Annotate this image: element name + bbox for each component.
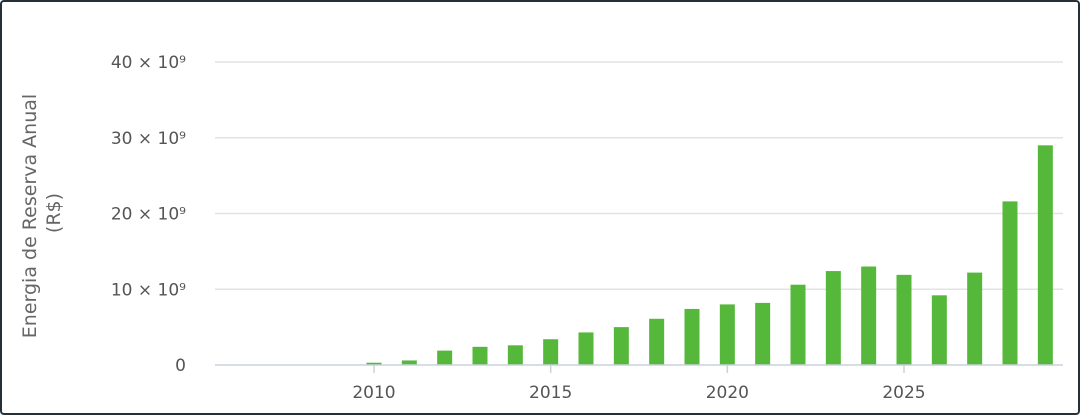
bar-2016 [578,332,594,365]
bar-2011 [401,360,417,365]
y-axis-label: Energia de Reserva Anual (R$) [19,88,65,338]
bar-2027 [967,272,983,365]
x-tick-label: 2020 [706,383,749,403]
gridlines [215,61,1063,290]
bar-2021 [755,302,771,365]
x-tick-label: 2025 [882,383,925,403]
x-tick-label: 2010 [352,383,395,403]
y-axis-tick-labels: 0 10 × 10⁹ 20 × 10⁹ 30 × 10⁹ 40 × 10⁹ [111,53,186,376]
bar-2013 [472,346,488,365]
bar-2020 [719,304,735,365]
bar-2022 [790,284,806,365]
bar-2017 [613,327,629,365]
bar-2018 [649,318,665,365]
bar-2015 [543,339,559,365]
y-tick-label: 10 × 10⁹ [111,280,186,300]
bar-2026 [931,295,947,365]
bar-2029 [1037,145,1053,365]
y-tick-label: 0 [175,356,186,376]
y-tick-label: 40 × 10⁹ [111,53,186,73]
y-axis-label-line-2: (R$) [43,193,65,233]
y-tick-label: 20 × 10⁹ [111,205,186,225]
y-axis-label-line-1: Energia de Reserva Anual [19,94,41,338]
bar-2012 [437,350,453,365]
bar-2028 [1002,201,1018,365]
bar-2019 [684,308,700,365]
bars [366,145,1053,365]
bar-2023 [825,271,841,365]
bar-2025 [896,274,912,365]
bar-2010 [366,362,382,365]
y-tick-label: 30 × 10⁹ [111,129,186,149]
bar-2014 [507,345,523,365]
x-tick-label: 2015 [529,383,572,403]
bar-2024 [861,266,877,365]
x-axis-tick-labels: 2010 2015 2020 2025 [352,365,926,403]
